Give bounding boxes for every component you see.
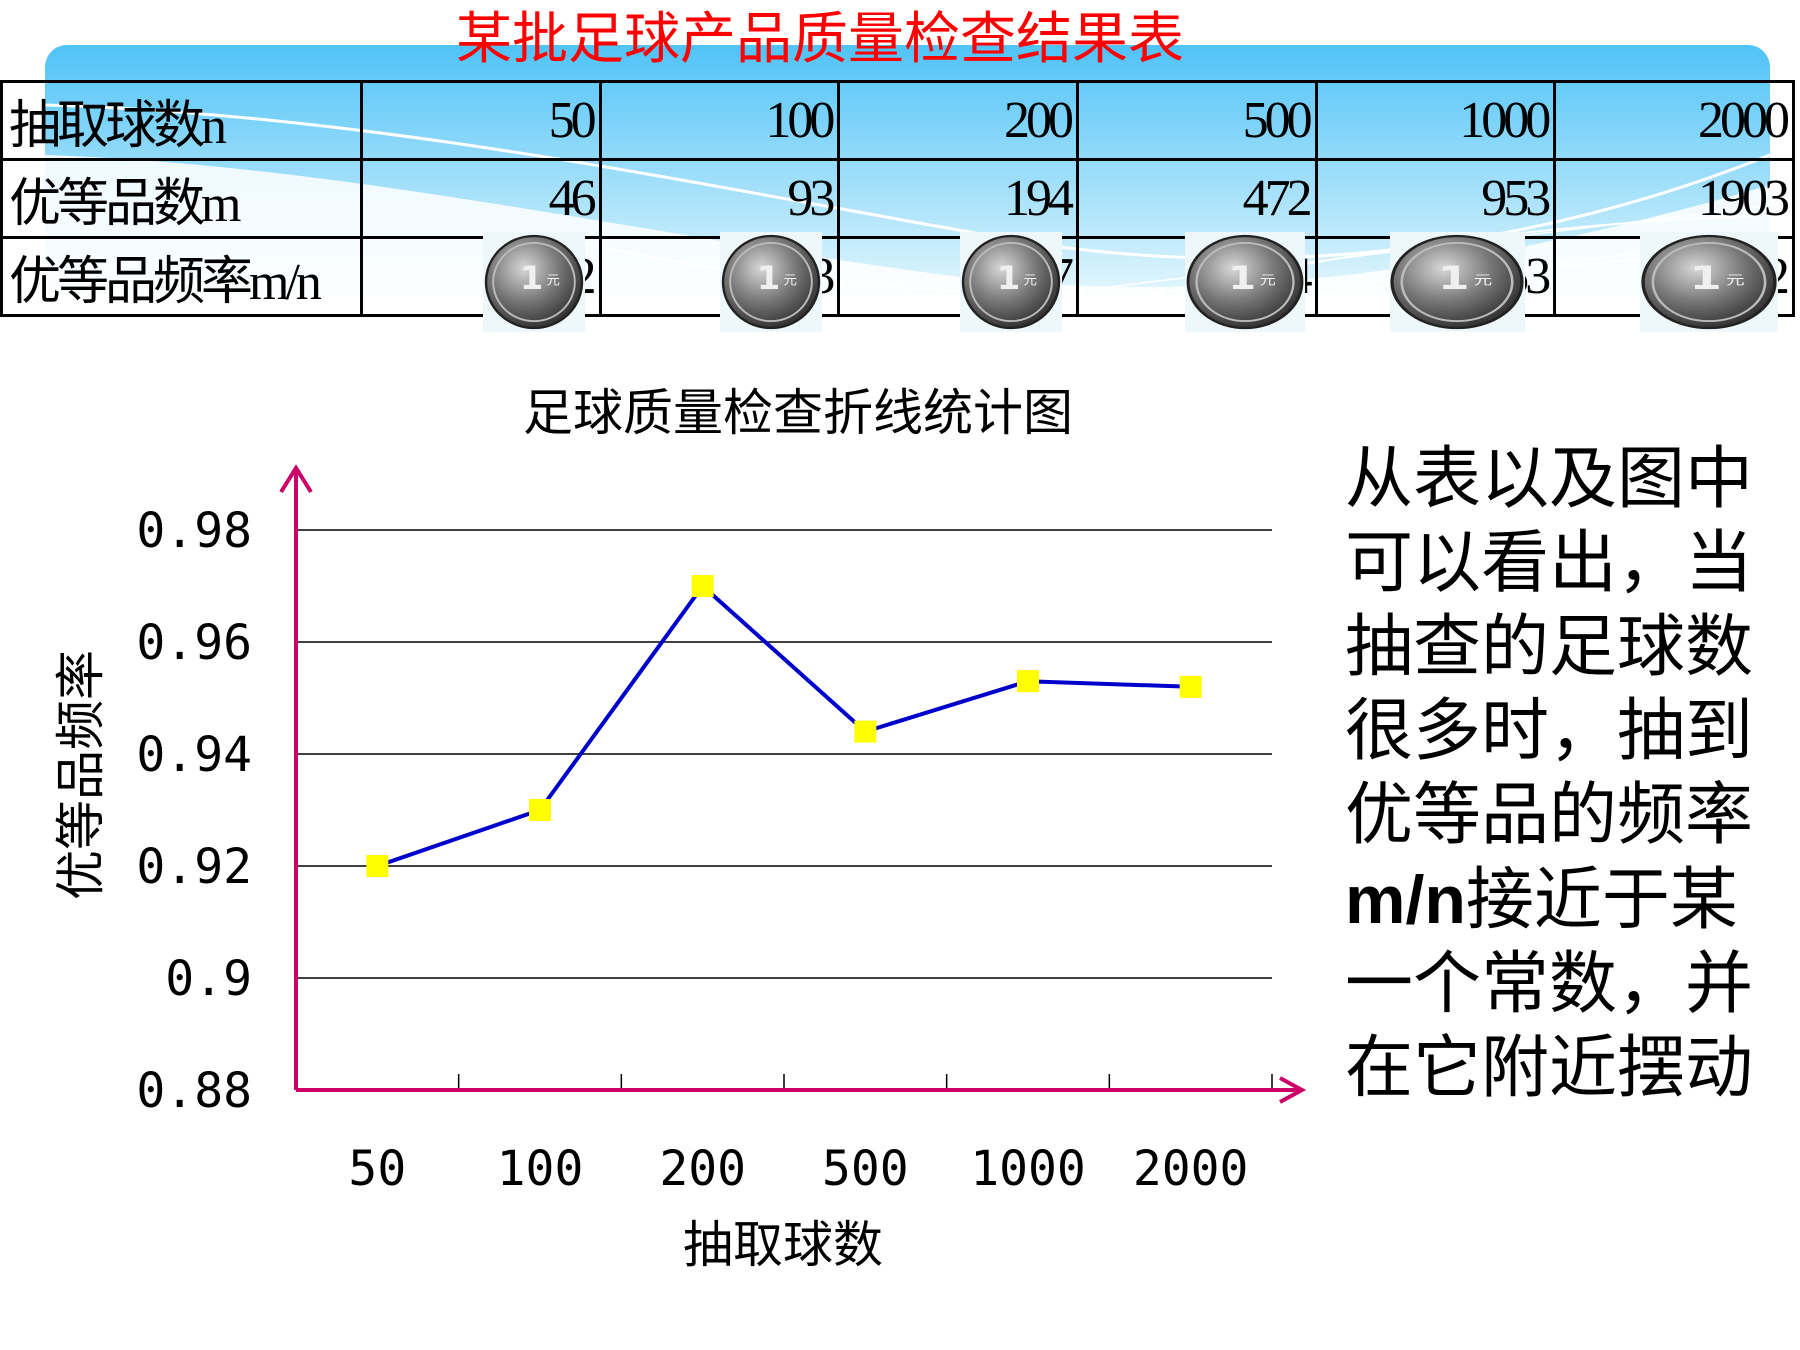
conclusion-bold: m/n [1345, 862, 1466, 938]
y-tick-label: 0.96 [136, 615, 252, 671]
x-axis-ticks: 50 100 200 500 1000 2000 [348, 1074, 1273, 1197]
y-axis-arrow-icon [279, 464, 313, 494]
y-tick-label: 0.88 [136, 1063, 252, 1119]
x-tick-label: 100 [497, 1141, 584, 1197]
series-markers [366, 575, 1202, 877]
data-point [1017, 670, 1039, 693]
grid-lines [296, 529, 1272, 979]
conclusion-prefix: 从表以及图中可以看出，当抽查的足球数很多时，抽到优等品的频率 [1345, 440, 1754, 855]
table-cell: 93 [598, 158, 841, 239]
x-axis-arrow-icon [1279, 1076, 1307, 1104]
table-cell: 200 [837, 80, 1079, 161]
table-cell: 953 [1314, 158, 1557, 239]
y-tick-label: 0.9 [165, 951, 252, 1007]
table-cell: 50 [360, 80, 602, 161]
table-cell: 500 [1075, 80, 1318, 161]
x-tick-label: 2000 [1133, 1141, 1249, 1197]
data-point [529, 799, 551, 821]
coin-icon [720, 232, 822, 332]
coin-icon [960, 232, 1062, 332]
row-header: 抽取球数n [0, 80, 363, 161]
row-header: 优等品频率m/n [0, 236, 363, 317]
y-tick-label: 0.92 [136, 839, 252, 895]
series-line [376, 583, 1191, 868]
data-point [366, 855, 389, 877]
data-point [691, 575, 714, 597]
y-tick-label: 0.94 [136, 727, 252, 783]
table-cell: 100 [598, 80, 841, 161]
coin-icon [1390, 232, 1525, 332]
y-axis-label: 优等品频率 [52, 650, 110, 900]
x-tick-label: 200 [659, 1141, 746, 1197]
table-cell: 194 [837, 158, 1079, 239]
y-tick-label: 0.98 [136, 503, 252, 559]
table-cell: 1000 [1314, 80, 1557, 161]
table-row: 优等品数m 46 93 194 472 953 1903 [0, 158, 1795, 239]
page-title: 某批足球产品质量检查结果表 [456, 7, 1184, 72]
data-point [1179, 675, 1202, 698]
data-point [854, 720, 877, 743]
x-tick-label: 50 [348, 1141, 406, 1197]
coin-icon [1185, 232, 1305, 332]
table-cell: 46 [360, 158, 602, 239]
conclusion-suffix: 接近于某一个常数，并在它附近摆动 [1345, 861, 1754, 1108]
coin-icon [483, 232, 585, 332]
x-tick-label: 1000 [970, 1141, 1086, 1197]
row-header: 优等品数m [0, 158, 363, 239]
x-tick-label: 500 [822, 1141, 909, 1197]
x-axis-label: 抽取球数 [683, 1216, 883, 1274]
table-cell: 1903 [1553, 158, 1795, 239]
chart-title: 足球质量检查折线统计图 [523, 384, 1073, 442]
coin-overlay: 1 元 [0, 0, 1800, 340]
table-cell: 2000 [1553, 80, 1795, 161]
table-row: 抽取球数n 50 100 200 500 1000 2000 [0, 80, 1795, 161]
coin-icon [1640, 232, 1778, 332]
conclusion-text: 从表以及图中可以看出，当抽查的足球数很多时，抽到优等品的频率m/n接近于某一个常… [1345, 438, 1785, 1111]
y-axis-ticks: 0.88 0.9 0.92 0.94 0.96 0.98 [136, 503, 252, 1119]
